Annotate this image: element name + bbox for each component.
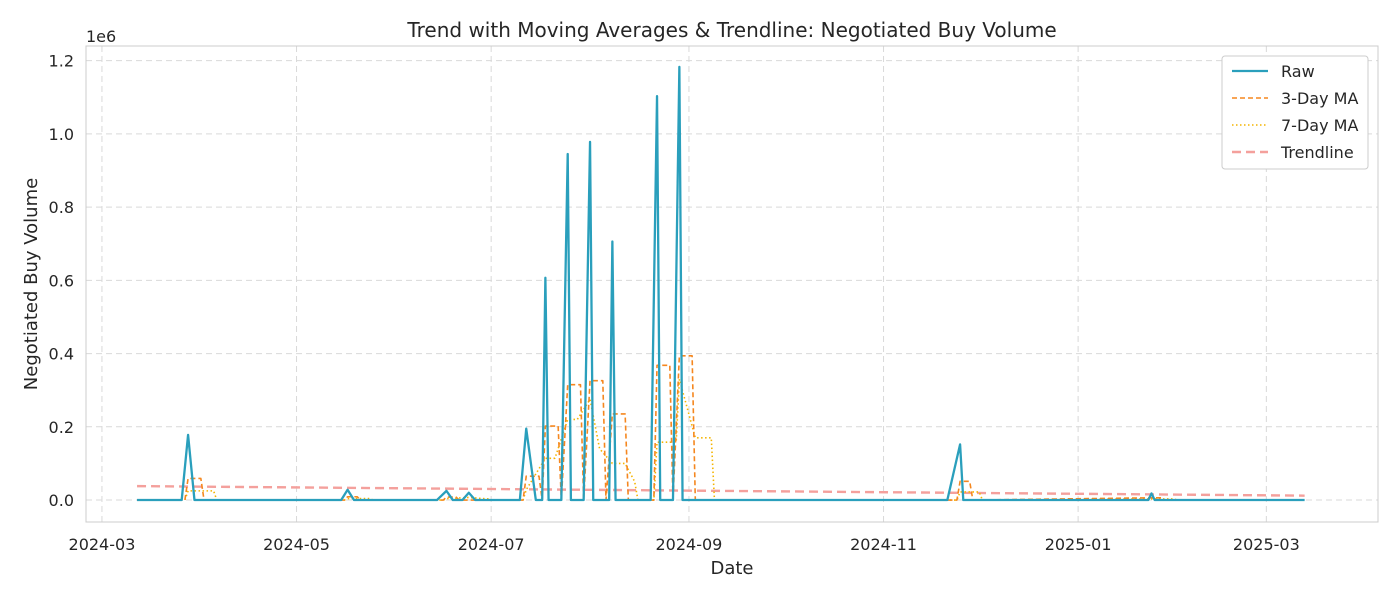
y-axis: 0.0 0.2 0.4 0.6 0.8 1.0 1.2	[49, 52, 74, 510]
series-layer	[137, 65, 1305, 502]
plot-frame	[85, 45, 1379, 523]
legend-label-trendline: Trendline	[1280, 143, 1354, 162]
y-offset-label: 1e6	[86, 27, 116, 46]
y-tick-label: 0.2	[49, 418, 74, 437]
legend-frame	[1221, 55, 1369, 170]
x-tick-label: 2025-01	[1045, 535, 1112, 554]
x-tick-label: 2024-11	[850, 535, 917, 554]
series-line-3-day-ma	[137, 354, 1305, 501]
series-line-7-day-ma	[137, 378, 1305, 501]
y-tick-label: 0.6	[49, 271, 74, 290]
y-tick-label: 0.8	[49, 198, 74, 217]
legend-label-raw: Raw	[1281, 62, 1315, 81]
y-tick-label: 0.0	[49, 491, 74, 510]
y-tick-label: 1.0	[49, 125, 74, 144]
x-axis: 2024-03 2024-05 2024-07 2024-09 2024-11 2025-…	[69, 535, 1300, 554]
series-line-trendline	[137, 484, 1305, 497]
chart-title: Trend with Moving Averages & Trendline: …	[406, 18, 1056, 42]
y-axis-title: Negotiated Buy Volume	[21, 178, 42, 390]
grid	[86, 46, 1378, 522]
y-tick-label: 1.2	[49, 52, 74, 71]
series-line-raw	[137, 65, 1305, 502]
x-axis-title: Date	[710, 558, 753, 579]
x-tick-label: 2024-09	[656, 535, 723, 554]
x-tick-label: 2024-05	[263, 535, 330, 554]
legend-label-7-day-ma: 7-Day MA	[1281, 116, 1358, 135]
legend-label-3-day-ma: 3-Day MA	[1281, 89, 1358, 108]
x-tick-label: 2024-07	[458, 535, 525, 554]
x-tick-label: 2024-03	[69, 535, 136, 554]
x-tick-label: 2025-03	[1233, 535, 1300, 554]
legend: Raw 3-Day MA 7-Day MA Trendline	[1221, 55, 1369, 170]
y-tick-label: 0.4	[49, 345, 74, 364]
